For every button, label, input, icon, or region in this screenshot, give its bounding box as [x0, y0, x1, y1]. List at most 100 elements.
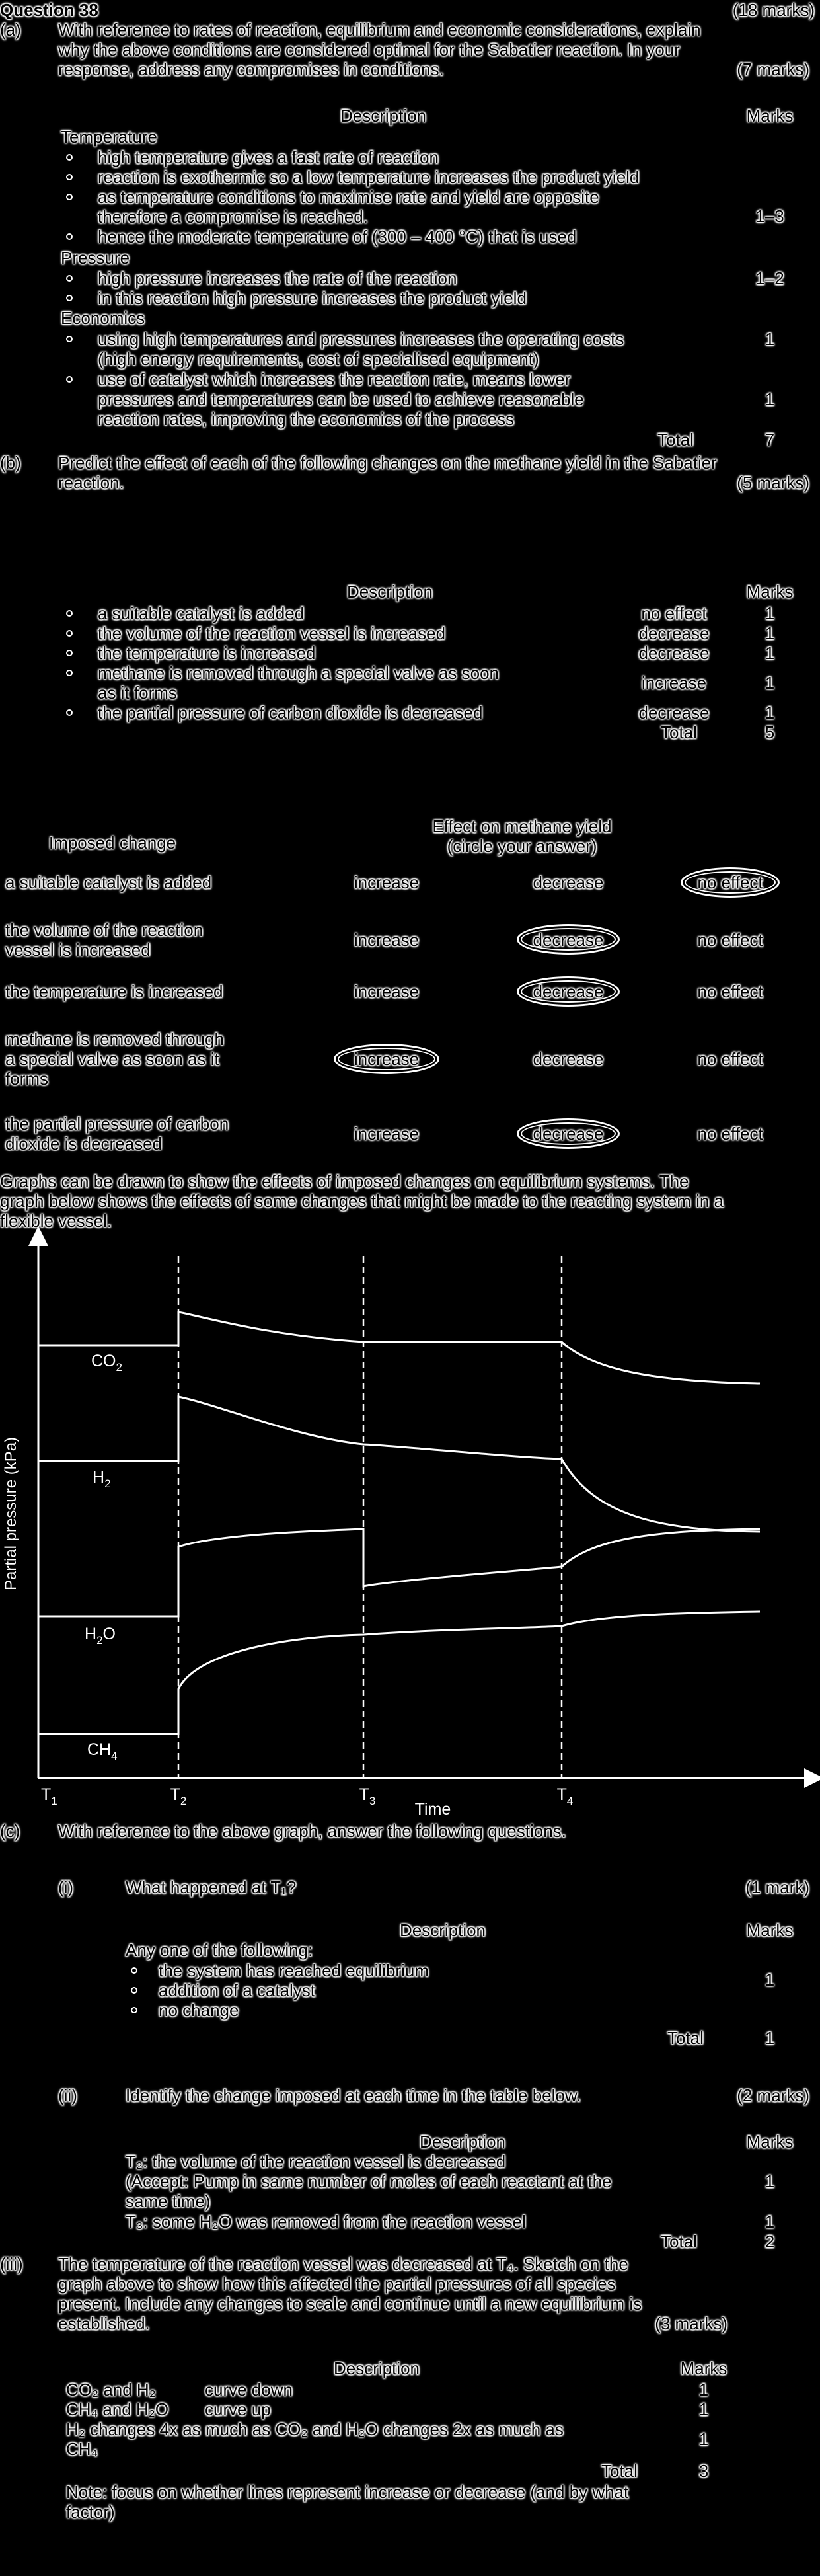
- bullet-icon: [131, 1967, 137, 1974]
- econ-point-1b: (high energy requirements, cost of speci…: [98, 349, 539, 369]
- part-a-marks: (7 marks): [737, 59, 809, 79]
- b-row-5-mark: 1: [764, 703, 775, 722]
- b-row-4-mark: 1: [764, 673, 775, 693]
- graph-intro-2: graph below shows the effects of some ch…: [0, 1191, 724, 1211]
- part-c-label: (c): [0, 1821, 20, 1841]
- temp-point-4: hence the moderate temperature of (300 –…: [98, 227, 577, 247]
- bullet-icon: [66, 670, 73, 676]
- bullet-icon: [66, 610, 73, 617]
- h2o-curve: [38, 1528, 761, 1618]
- answer-row-2-increase[interactable]: increase: [354, 930, 420, 950]
- temp-point-2: reaction is exothermic so a low temperat…: [98, 167, 640, 187]
- c-iii-row-2-mark: 1: [698, 2400, 709, 2419]
- answer-circle: [517, 1118, 620, 1149]
- answer-row-3-increase[interactable]: increase: [354, 982, 420, 1001]
- econ-point-2c: reaction rates, improving the economics …: [98, 409, 515, 429]
- y-axis-label: Partial pressure (kPa): [2, 1437, 20, 1590]
- c-i-marks: (1 mark): [745, 1877, 809, 1897]
- c-iii-row-3-mark: 1: [698, 2429, 709, 2449]
- c-iii-row-1-change: curve down: [205, 2380, 293, 2400]
- answer-row-5-increase[interactable]: increase: [354, 1124, 420, 1144]
- graph-intro-3: flexible vessel.: [0, 1211, 112, 1231]
- c-ii-label: (ii): [58, 2086, 77, 2105]
- part-a-prompt-1: With reference to rates of reaction, equ…: [58, 20, 701, 40]
- part-a-total-value: 7: [764, 430, 775, 449]
- co2-curve: [38, 1311, 761, 1385]
- part-b-col-marks: Marks: [746, 582, 794, 602]
- c-iii-row-2-change: curve up: [205, 2400, 271, 2419]
- c-ii-row-2: T₃: some H₂O was removed from the reacti…: [126, 2212, 526, 2232]
- bullet-icon: [66, 194, 73, 200]
- answer-row-1-decrease[interactable]: decrease: [533, 873, 604, 892]
- answer-row-1-increase[interactable]: increase: [354, 873, 420, 892]
- part-b-col-description: Description: [346, 582, 433, 602]
- answer-row-5-change-1: the partial pressure of carbon: [5, 1114, 229, 1134]
- b-row-5-effect: decrease: [638, 703, 710, 722]
- c-ii-row-1-mark: 1: [764, 2171, 775, 2191]
- c-i-total-label: Total: [667, 2028, 704, 2048]
- c-i-total-value: 1: [764, 2028, 775, 2048]
- part-a-col-description: Description: [340, 106, 427, 126]
- part-a-col-marks: Marks: [746, 106, 794, 126]
- c-i-label: (i): [58, 1877, 74, 1897]
- b-row-1-desc: a suitable catalyst is added: [98, 604, 305, 623]
- answer-row-3-no-effect[interactable]: no effect: [697, 982, 763, 1001]
- answer-row-3-change: the temperature is increased: [5, 982, 223, 1001]
- c-iii-marks: (3 marks): [655, 2314, 727, 2333]
- b-row-4-desc-2: as it forms: [98, 683, 177, 703]
- econ-point-1a: using high temperatures and pressures in…: [98, 329, 624, 349]
- c-iii-row-1-species: CO₂ and H₂: [66, 2380, 156, 2400]
- part-b-prompt-2: reaction.: [58, 473, 124, 492]
- partial-pressure-graph: Partial pressure (kPa) CO2 H2 H2O CH4 T1…: [2, 1226, 820, 1818]
- c-iii-row-3a: H₂ changes 4x as much as CO₂ and H₂O cha…: [66, 2419, 564, 2439]
- c-ii-total-value: 2: [764, 2232, 775, 2251]
- answer-row-4-change-2: a special valve as soon as it: [5, 1049, 219, 1069]
- c-ii-row-1c: same time): [126, 2191, 211, 2211]
- temp-marks: 1–3: [755, 206, 784, 226]
- b-row-1-effect: no effect: [641, 604, 707, 623]
- temp-point-3b: therefore a compromise is reached.: [98, 207, 368, 227]
- c-i-mark: 1: [764, 1970, 775, 1990]
- answer-row-4-change-1: methane is removed through: [5, 1029, 224, 1049]
- ch4-label: CH4: [87, 1740, 118, 1762]
- answer-row-4-decrease[interactable]: decrease: [533, 1049, 604, 1069]
- c-iii-col-marks: Marks: [680, 2359, 727, 2378]
- bullet-icon: [131, 2007, 137, 2013]
- c-ii-col-marks: Marks: [746, 2132, 794, 2152]
- b-row-4-effect: increase: [641, 673, 707, 693]
- answer-col-effect: Effect on methane yield: [432, 816, 612, 836]
- answer-circle: [681, 867, 780, 898]
- h2-curve: [38, 1395, 761, 1533]
- answer-row-5-no-effect[interactable]: no effect: [697, 1124, 763, 1144]
- answer-row-5-change-2: dioxide is decreased: [5, 1134, 163, 1153]
- answer-row-4-no-effect[interactable]: no effect: [697, 1049, 763, 1069]
- c-i-option-3: no change: [159, 2000, 239, 2020]
- c-ii-row-2-mark: 1: [764, 2212, 775, 2232]
- c-iii-row-2-species: CH₄ and H₂O: [66, 2400, 169, 2419]
- c-iii-prompt-4: established.: [58, 2314, 150, 2333]
- economics-heading: Economics: [61, 308, 145, 328]
- c-iii-row-1-mark: 1: [698, 2380, 709, 2400]
- bullet-icon: [131, 1987, 137, 1994]
- pressure-heading: Pressure: [61, 248, 130, 268]
- part-b-label: (b): [0, 453, 21, 473]
- t1-label: T1: [41, 1785, 57, 1807]
- c-iii-note-2: factor): [66, 2502, 115, 2522]
- answer-col-change: Imposed change: [48, 833, 176, 853]
- c-iii-prompt-3: present. Include any changes to scale an…: [58, 2294, 642, 2314]
- answer-row-2-no-effect[interactable]: no effect: [697, 930, 763, 950]
- b-row-2-mark: 1: [764, 623, 775, 643]
- bullet-icon: [66, 295, 73, 301]
- bullet-icon: [66, 709, 73, 716]
- temp-point-1: high temperature gives a fast rate of re…: [98, 147, 439, 167]
- part-b-marks: (5 marks): [737, 473, 809, 492]
- b-row-4-desc: methane is removed through a special val…: [98, 663, 500, 683]
- econ-point-2a: use of catalyst which increases the reac…: [98, 370, 571, 389]
- econ-1-marks: 1: [764, 329, 775, 349]
- c-i-intro: Any one of the following:: [126, 1940, 313, 1960]
- h2o-label: H2O: [85, 1625, 116, 1647]
- c-ii-marks: (2 marks): [737, 2086, 809, 2105]
- bullet-icon: [66, 376, 73, 383]
- temp-point-3a: as temperature conditions to maximise ra…: [98, 187, 599, 207]
- t4-label: T4: [557, 1785, 574, 1807]
